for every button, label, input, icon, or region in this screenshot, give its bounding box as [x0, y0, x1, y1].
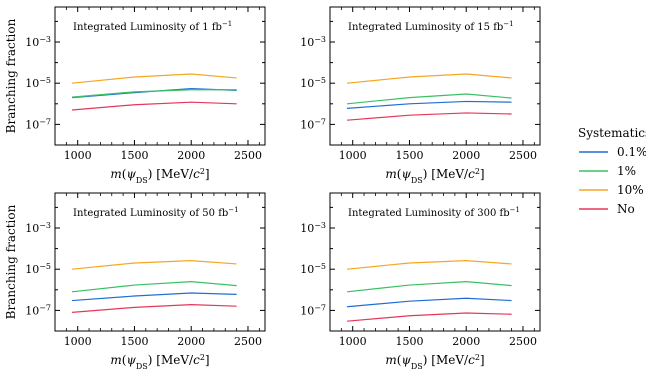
x-tick-label: 2500 — [509, 335, 537, 348]
legend-entry-label: 0.1% — [617, 145, 646, 159]
x-tick-label: 2500 — [509, 149, 537, 162]
plot-frame — [54, 6, 266, 146]
series-line-1pct — [346, 280, 512, 293]
legend-title: Systematics — [578, 126, 646, 140]
y-axis-label: Branching fraction — [4, 204, 18, 319]
series-line-0p1pct — [71, 292, 237, 302]
series-line-10pct — [346, 73, 512, 84]
series-line-1pct — [346, 93, 512, 105]
y-tick-label: 10−5 — [300, 76, 326, 91]
x-tick-label: 1500 — [395, 335, 423, 348]
y-tick-label: 10−5 — [25, 76, 51, 91]
luminosity-annotation: Integrated Luminosity of 50 fb−1 — [73, 206, 239, 219]
series-line-no — [71, 304, 237, 313]
legend-entry-label: No — [617, 202, 635, 216]
legend-entry-label: 1% — [617, 164, 636, 178]
legend: Systematics 0.1% 1% 10% No — [578, 126, 646, 216]
x-tick-label: 1500 — [120, 335, 148, 348]
chart-panel: 1000 1500 2000 2500 10−3 10−5 10−7 Integrated L… — [4, 192, 266, 371]
series-line-1pct — [71, 280, 237, 293]
x-tick-label: 2000 — [452, 149, 480, 162]
series-line-10pct — [71, 260, 237, 270]
x-axis-label: m(ψDS) [MeV/c2] — [385, 353, 484, 371]
y-tick-label: 10−3 — [25, 220, 51, 235]
series-line-0p1pct — [346, 297, 512, 308]
series-line-no — [346, 112, 512, 121]
x-axis-label: m(ψDS) [MeV/c2] — [385, 167, 484, 185]
y-tick-label: 10−7 — [25, 303, 51, 318]
luminosity-annotation: Integrated Luminosity of 1 fb−1 — [73, 20, 232, 33]
plot-frame — [54, 192, 266, 332]
chart-panel: 1000 1500 2000 2500 10−3 10−5 10−7 Integrated L… — [300, 6, 541, 185]
plot-frame — [329, 6, 541, 146]
x-tick-label: 1000 — [339, 149, 367, 162]
x-axis-label: m(ψDS) [MeV/c2] — [110, 353, 209, 371]
y-tick-label: 10−7 — [25, 117, 51, 132]
y-tick-label: 10−3 — [25, 34, 51, 49]
x-tick-label: 2000 — [177, 335, 205, 348]
y-tick-label: 10−3 — [300, 220, 326, 235]
x-tick-label: 1000 — [64, 149, 92, 162]
series-line-no — [346, 312, 512, 322]
y-axis-label: Branching fraction — [4, 18, 18, 133]
luminosity-annotation: Integrated Luminosity of 15 fb−1 — [348, 20, 514, 33]
legend-entry-label: 10% — [617, 183, 644, 197]
chart-panel: 1000 1500 2000 2500 10−3 10−5 10−7 Integrated L… — [4, 6, 266, 185]
chart-panel: 1000 1500 2000 2500 10−3 10−5 10−7 Integrated L… — [300, 192, 541, 371]
x-tick-label: 2500 — [234, 149, 262, 162]
plot-frame — [329, 192, 541, 332]
y-tick-label: 10−3 — [300, 34, 326, 49]
luminosity-annotation: Integrated Luminosity of 300 fb−1 — [348, 206, 520, 219]
series-line-1pct — [71, 89, 237, 98]
x-tick-label: 2000 — [177, 149, 205, 162]
x-tick-label: 1000 — [64, 335, 92, 348]
y-tick-label: 10−5 — [25, 262, 51, 277]
series-line-10pct — [71, 73, 237, 84]
x-axis-label: m(ψDS) [MeV/c2] — [110, 167, 209, 185]
series-line-10pct — [346, 260, 512, 270]
x-tick-label: 1500 — [395, 149, 423, 162]
x-tick-label: 1500 — [120, 149, 148, 162]
y-tick-label: 10−7 — [300, 117, 326, 132]
x-tick-label: 1000 — [339, 335, 367, 348]
x-tick-label: 2000 — [452, 335, 480, 348]
series-line-no — [71, 101, 237, 111]
x-tick-label: 2500 — [234, 335, 262, 348]
y-tick-label: 10−7 — [300, 303, 326, 318]
y-tick-label: 10−5 — [300, 262, 326, 277]
series-line-0p1pct — [346, 100, 512, 109]
